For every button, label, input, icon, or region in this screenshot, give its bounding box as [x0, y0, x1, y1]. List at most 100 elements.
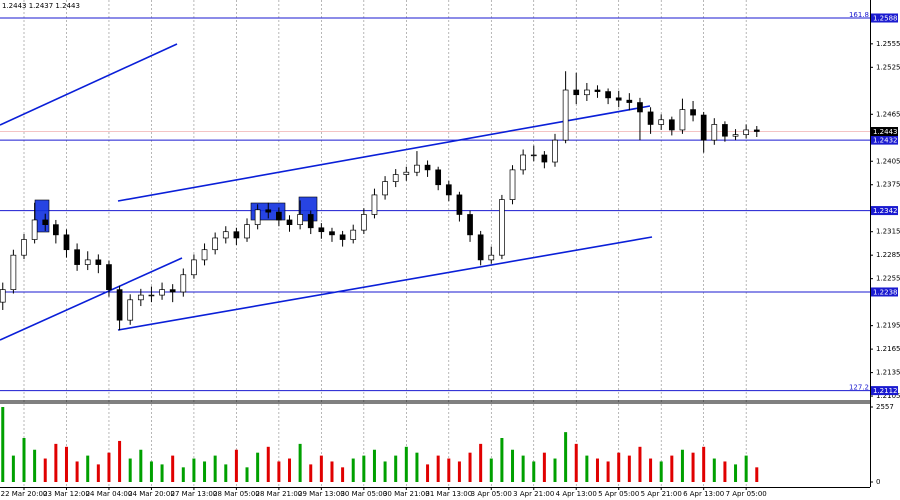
candle-body: [668, 119, 675, 131]
level-label-box: [871, 135, 898, 145]
x-tick-label: 7 Apr 05:00: [726, 490, 767, 498]
candle-body: [244, 224, 250, 239]
candle-body: [647, 111, 654, 125]
y-tick-label: 1.2375: [876, 181, 900, 189]
volume-bar: [457, 461, 461, 482]
candle-body: [732, 134, 739, 137]
volume-bar: [192, 458, 196, 482]
volume-bar: [11, 455, 15, 482]
volume-bar: [139, 449, 143, 482]
volume-bar: [553, 458, 557, 482]
candle-body: [541, 154, 548, 163]
volume-bar: [659, 461, 663, 482]
volume-bar: [723, 461, 727, 482]
y-tick-label: 1.2465: [876, 110, 900, 118]
candle-body: [84, 259, 91, 265]
y-tick-label: 1.2555: [876, 40, 900, 48]
x-tick-label: 24 Mar 20:00: [128, 490, 175, 498]
candle-body: [42, 219, 49, 226]
volume-bar: [542, 452, 546, 482]
candle-body: [31, 219, 38, 240]
last-price-box: [871, 127, 898, 137]
volume-bar: [234, 449, 238, 482]
candle-body: [499, 199, 505, 256]
volume-bar: [734, 464, 738, 482]
candle-body: [445, 184, 452, 196]
candle-body: [307, 214, 314, 229]
y-tick-label: 1.2135: [876, 369, 900, 377]
candle-body: [392, 174, 399, 182]
candle-body: [637, 102, 643, 113]
candle-body: [286, 219, 293, 226]
candle-body: [10, 254, 17, 290]
level-label: 1.2588: [873, 15, 898, 23]
header-text: 1.2443 1.2437 1.2443: [2, 2, 80, 10]
volume-bar: [744, 455, 748, 482]
candle-body: [95, 259, 102, 265]
x-tick-label: 29 Mar 13:00: [298, 490, 345, 498]
candle-body: [626, 99, 633, 103]
candle-body: [658, 119, 665, 125]
volume-bar: [245, 467, 249, 482]
candle-body: [520, 154, 526, 171]
volume-bar: [171, 455, 175, 482]
volume-bar: [595, 458, 599, 482]
x-tick-label: 27 Mar 13:00: [171, 490, 218, 498]
y-tick-label: 2557: [876, 403, 894, 411]
volume-bar: [712, 458, 716, 482]
volume-bar: [64, 446, 68, 482]
level-label: 1.2432: [873, 137, 898, 145]
x-tick-label: 5 Apr 21:00: [641, 490, 682, 498]
volume-bar: [479, 443, 483, 482]
volume-bar: [372, 449, 376, 482]
candle-body: [191, 259, 197, 276]
volume-bar: [511, 449, 515, 482]
candle-body: [201, 249, 208, 261]
x-tick-label: 30 Mar 21:00: [383, 490, 430, 498]
volume-bar: [160, 464, 164, 482]
candle-body: [297, 214, 303, 226]
candle-body: [63, 234, 70, 251]
volume-bar: [266, 446, 270, 482]
candle-body: [318, 227, 325, 233]
candle-body: [222, 231, 229, 239]
level-label: 1.2342: [873, 207, 898, 215]
candle-body: [0, 289, 6, 303]
candle-body: [276, 211, 282, 221]
candle-body: [605, 91, 611, 99]
last-price-label: 1.2443: [873, 128, 898, 136]
volume-bar: [638, 446, 642, 482]
trend-line: [117, 236, 653, 331]
volume-bar: [54, 443, 58, 482]
volume-bar: [277, 461, 281, 482]
candle-body: [382, 181, 388, 196]
volume-bar: [33, 449, 37, 482]
candle-body: [722, 124, 728, 137]
volume-bar: [415, 452, 419, 482]
volume-bar: [22, 438, 26, 482]
candle-body: [615, 97, 622, 101]
volume-bar: [489, 458, 493, 482]
volume-bar: [43, 458, 47, 482]
candle-body: [233, 231, 240, 239]
trend-line: [117, 105, 651, 202]
volume-bar: [75, 461, 79, 482]
volume-bar: [617, 452, 621, 482]
level-label-box: [871, 287, 898, 297]
volume-bar: [224, 464, 228, 482]
trend-line: [0, 257, 183, 341]
trend-line: [0, 43, 178, 126]
volume-bar: [691, 452, 695, 482]
candle-body: [424, 164, 431, 171]
volume-bar: [574, 443, 578, 482]
candle-body: [573, 89, 580, 96]
volume-bar: [203, 461, 207, 482]
candle-body: [339, 234, 346, 240]
candle-body: [594, 89, 601, 92]
marks-layer: [0, 71, 760, 482]
volume-bar: [128, 458, 132, 482]
volume-bar: [680, 449, 684, 482]
y-tick-label: 1.2315: [876, 228, 900, 236]
